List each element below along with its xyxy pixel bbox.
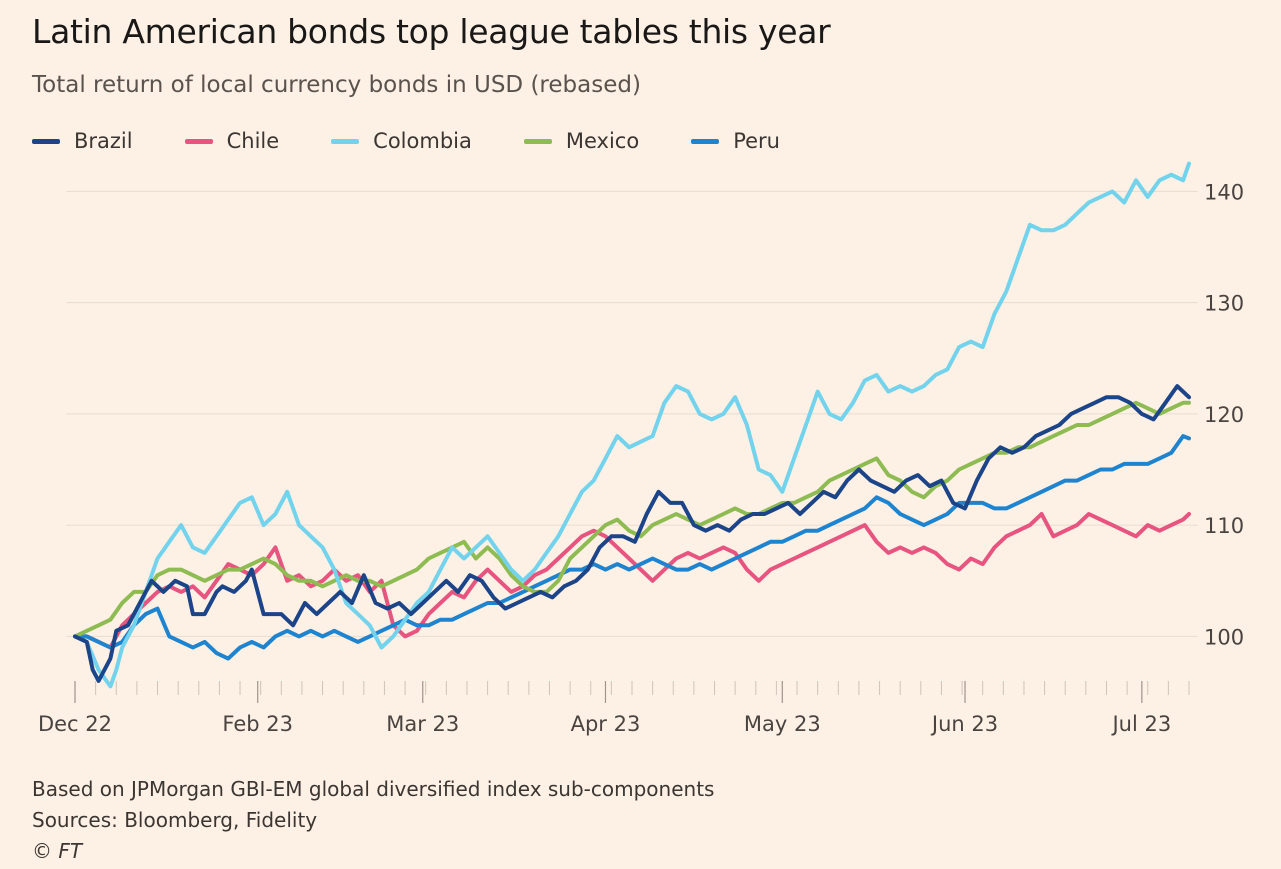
x-tick-label: Dec 22 bbox=[38, 712, 112, 736]
y-tick-label-130: 130 bbox=[1204, 292, 1244, 316]
legend-item-brazil: Brazil bbox=[32, 129, 133, 153]
legend-swatch-colombia bbox=[331, 138, 360, 144]
legend-item-colombia: Colombia bbox=[331, 129, 472, 153]
grid-lines bbox=[66, 190, 1198, 637]
legend-swatch-mexico bbox=[523, 138, 552, 144]
x-tick-label: Feb 23 bbox=[222, 712, 293, 736]
axes: 100 110 120 130 140 Dec 22 Feb 23 Mar 23 Apr 23 M… bbox=[38, 180, 1244, 736]
legend-swatch-brazil bbox=[32, 138, 60, 144]
footer-sources: Sources: Bloomberg, Fidelity bbox=[32, 808, 318, 832]
series-line-mexico bbox=[73, 400, 1191, 639]
x-tick-label: May 23 bbox=[744, 712, 821, 736]
series-line-colombia bbox=[73, 161, 1191, 689]
legend-label-mexico: Mexico bbox=[565, 129, 640, 153]
legend-item-peru: Peru bbox=[691, 129, 780, 153]
legend-label-colombia: Colombia bbox=[373, 129, 472, 153]
series-lines bbox=[73, 161, 1191, 689]
chart-title: Latin American bonds top league tables t… bbox=[32, 12, 831, 51]
x-tick-label: Mar 23 bbox=[386, 712, 459, 736]
footer-notes: Based on JPMorgan GBI-EM global diversif… bbox=[32, 774, 714, 867]
legend-swatch-chile bbox=[184, 138, 213, 144]
y-tick-label-100: 100 bbox=[1204, 625, 1244, 649]
legend-label-brazil: Brazil bbox=[74, 129, 133, 153]
legend-label-peru: Peru bbox=[733, 129, 780, 153]
legend-label-chile: Chile bbox=[226, 129, 280, 153]
y-tick-label-120: 120 bbox=[1204, 403, 1244, 427]
y-tick-label-140: 140 bbox=[1204, 180, 1244, 204]
footer-note: Based on JPMorgan GBI-EM global diversif… bbox=[32, 777, 715, 801]
series-line-chile bbox=[73, 512, 1191, 650]
legend-item-mexico: Mexico bbox=[523, 129, 640, 153]
x-tick-label: Jul 23 bbox=[1110, 712, 1171, 736]
x-tick-label: Jun 23 bbox=[930, 712, 998, 736]
legend-item-chile: Chile bbox=[184, 129, 280, 153]
legend-swatch-peru bbox=[691, 138, 720, 144]
legend: Brazil Chile Colombia Mexico Peru bbox=[32, 126, 832, 156]
y-tick-label-110: 110 bbox=[1204, 514, 1244, 538]
series-line-brazil bbox=[73, 384, 1191, 683]
chart-subtitle: Total return of local currency bonds in … bbox=[32, 72, 641, 98]
series-line-peru bbox=[73, 434, 1191, 661]
x-tick-label: Apr 23 bbox=[571, 712, 641, 736]
footer-copyright: © FT bbox=[32, 839, 83, 863]
